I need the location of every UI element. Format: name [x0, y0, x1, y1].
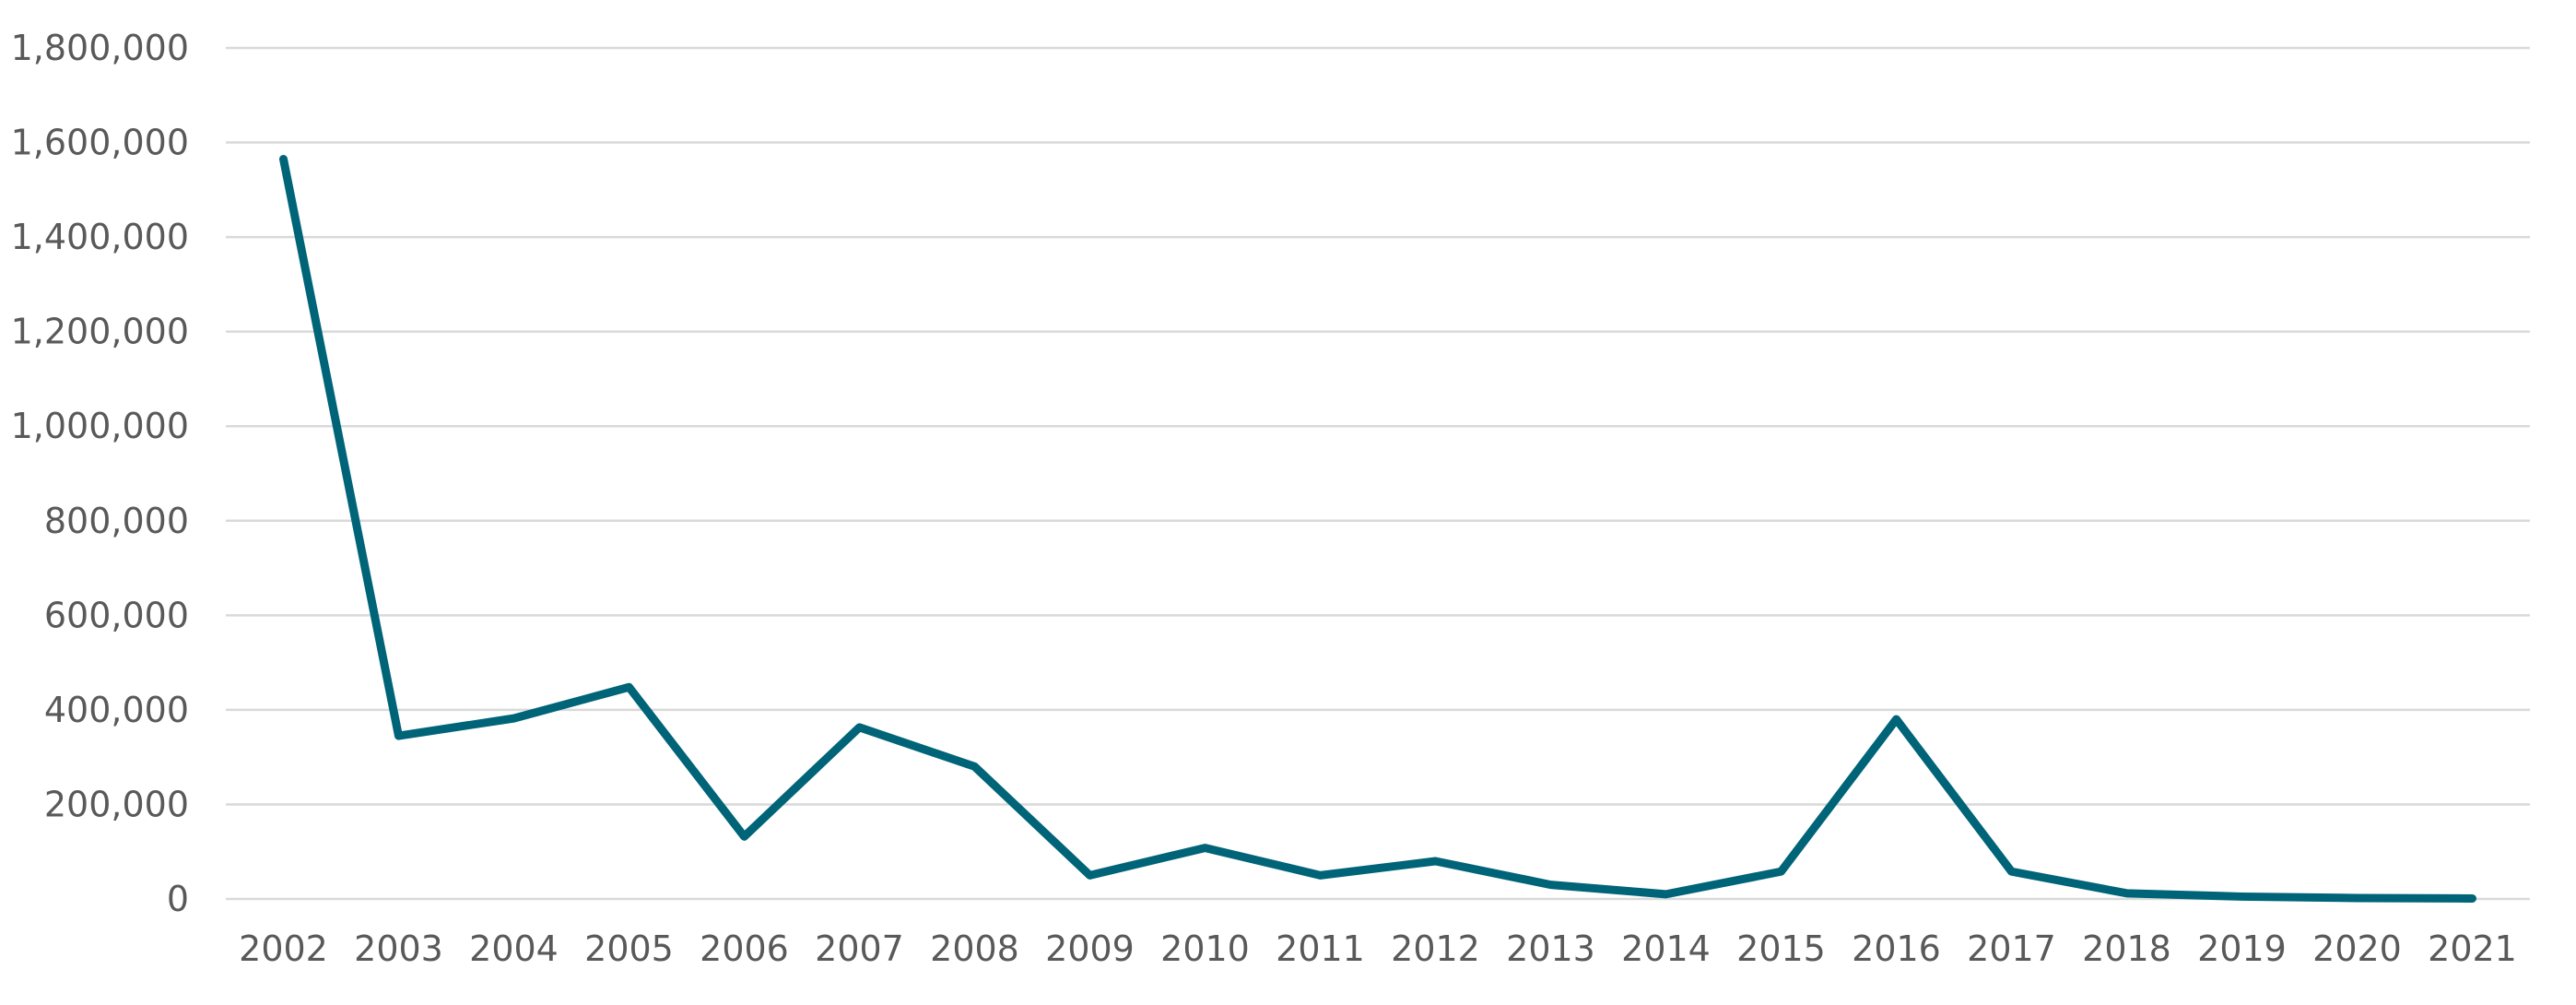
x-tick-label: 2014	[1621, 928, 1711, 969]
y-tick-label: 800,000	[44, 501, 189, 541]
y-tick-label: 600,000	[44, 595, 189, 635]
y-tick-label: 0	[167, 879, 189, 919]
x-tick-label: 2005	[584, 928, 674, 969]
x-tick-label: 2008	[930, 928, 1019, 969]
y-axis-tick-labels: 0 200,000 400,000 600,000 800,000 1,000,000 1,…	[11, 28, 189, 919]
x-tick-label: 2006	[700, 928, 789, 969]
gridlines	[226, 46, 2530, 901]
x-tick-label: 2020	[2312, 928, 2402, 969]
x-tick-label: 2003	[354, 928, 443, 969]
x-tick-label: 2016	[1852, 928, 1941, 969]
x-tick-label: 2004	[469, 928, 559, 969]
x-tick-label: 2013	[1506, 928, 1595, 969]
x-tick-label: 2011	[1276, 928, 1365, 969]
y-tick-label: 1,800,000	[11, 28, 189, 68]
y-tick-label: 1,400,000	[11, 217, 189, 257]
x-tick-label: 2007	[815, 928, 904, 969]
x-axis-tick-labels: 2002 2003 2004 2005 2006 2007 2008 2009 2010 2011…	[239, 928, 2517, 969]
y-tick-label: 1,000,000	[11, 406, 189, 446]
x-tick-label: 2002	[239, 928, 328, 969]
series-line	[279, 155, 2476, 903]
y-tick-label: 200,000	[44, 784, 189, 824]
x-tick-label: 2019	[2197, 928, 2287, 969]
x-tick-label: 2012	[1391, 928, 1480, 969]
series-layer	[279, 155, 2476, 903]
x-tick-label: 2009	[1045, 928, 1135, 969]
y-tick-label: 400,000	[44, 690, 189, 730]
x-tick-label: 2010	[1160, 928, 1250, 969]
x-tick-label: 2017	[1967, 928, 2056, 969]
y-tick-label: 1,600,000	[11, 123, 189, 163]
x-tick-label: 2015	[1736, 928, 1826, 969]
y-tick-label: 1,200,000	[11, 312, 189, 352]
x-tick-label: 2021	[2428, 928, 2517, 969]
x-tick-label: 2018	[2082, 928, 2171, 969]
